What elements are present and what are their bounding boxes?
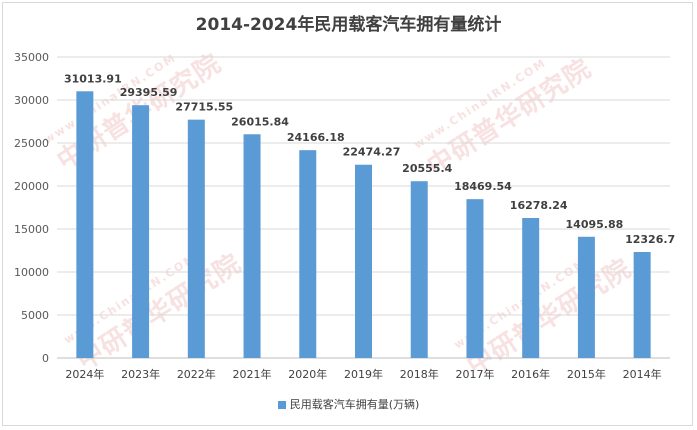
x-tick-label: 2016年	[511, 367, 550, 381]
x-tick-label: 2014年	[623, 367, 662, 381]
y-tick-label: 10000	[14, 266, 49, 279]
data-label: 22474.27	[343, 146, 401, 159]
x-tick-label: 2024年	[65, 367, 104, 381]
x-tick-label: 2018年	[400, 367, 439, 381]
data-label: 26015.84	[231, 115, 289, 128]
chart-title: 2014-2024年民用载客汽车拥有量统计	[195, 15, 502, 35]
bar	[76, 91, 94, 359]
data-label: 27715.55	[175, 101, 233, 114]
bar	[243, 134, 261, 358]
y-tick-label: 5000	[21, 309, 49, 322]
data-label: 12326.7	[625, 233, 675, 246]
x-tick-label: 2023年	[121, 367, 160, 381]
x-tick-label: 2022年	[177, 367, 216, 381]
data-label: 31013.91	[64, 72, 122, 85]
bar	[132, 105, 150, 358]
y-tick-label: 35000	[14, 51, 49, 64]
y-tick-label: 0	[42, 352, 49, 365]
bar	[633, 251, 651, 358]
bar	[187, 119, 205, 358]
bar	[522, 218, 540, 358]
x-tick-label: 2019年	[344, 367, 383, 381]
y-tick-label: 15000	[14, 223, 49, 236]
data-label: 14095.88	[566, 218, 624, 231]
data-label: 16278.24	[510, 199, 568, 212]
x-tick-label: 2020年	[288, 367, 327, 381]
legend-label: 民用载客汽车拥有量(万辆)	[289, 398, 420, 411]
chart-frame	[2, 2, 693, 426]
bar	[355, 164, 372, 358]
bar	[299, 150, 317, 358]
bar	[577, 236, 595, 358]
x-tick-label: 2021年	[233, 367, 272, 381]
bar	[466, 199, 484, 358]
data-label: 18469.54	[454, 180, 512, 193]
data-label: 29395.59	[120, 86, 178, 99]
legend-swatch	[277, 401, 286, 409]
y-tick-label: 30000	[14, 94, 49, 107]
bar	[410, 181, 428, 358]
data-label: 20555.4	[402, 162, 452, 175]
x-tick-label: 2015年	[567, 367, 606, 381]
legend: 民用载客汽车拥有量(万辆)	[0, 396, 697, 412]
y-tick-label: 25000	[14, 137, 49, 150]
x-tick-label: 2017年	[455, 367, 494, 381]
data-label: 24166.18	[287, 131, 345, 144]
y-tick-label: 20000	[14, 180, 49, 193]
